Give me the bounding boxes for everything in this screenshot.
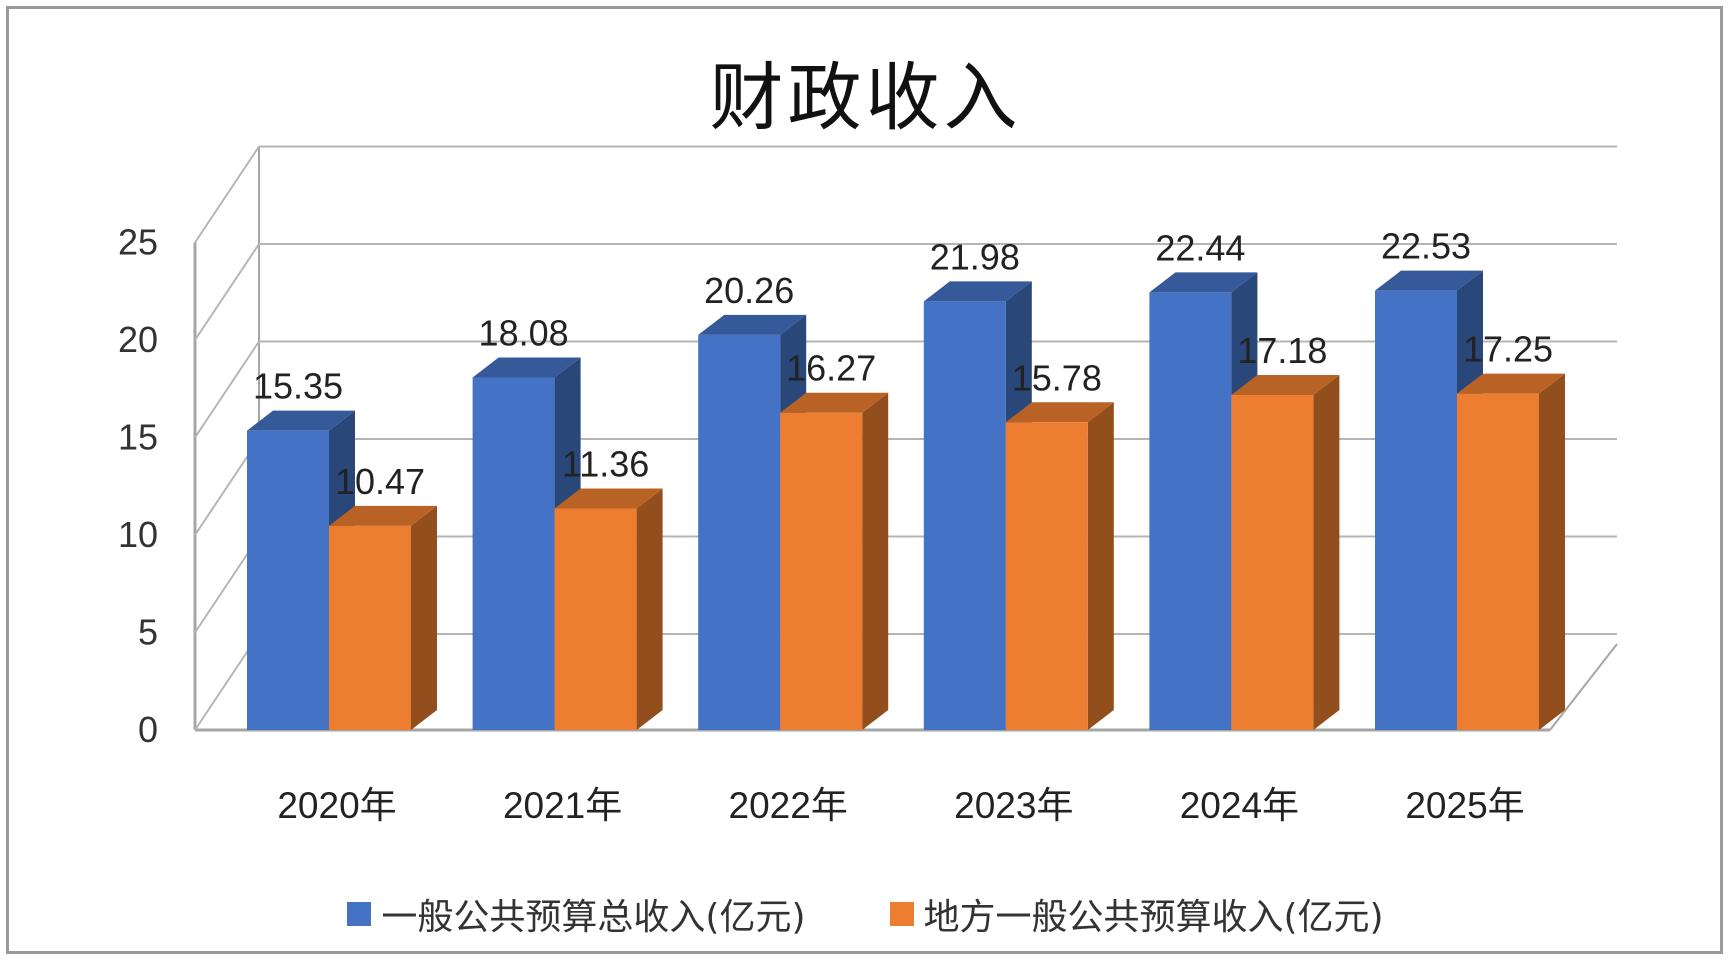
data-label: 21.98 [930,236,1020,277]
bar-top-face [1005,402,1114,423]
y-tick-label: 25 [118,222,158,263]
gridline-diagonal [194,340,260,439]
legend-label-series-1: 一般公共预算总收入(亿元) [381,897,806,938]
bar-side-face [411,505,437,730]
x-category-label: 2023年 [954,785,1073,826]
bar-front-face [472,377,555,730]
bar-front-face [923,301,1006,730]
bar-front-face [329,525,411,730]
bar-top-face [1231,374,1340,395]
bars [247,270,1565,730]
x-category-label: 2024年 [1180,785,1299,826]
bar-front-face [1375,290,1457,730]
bar-side-face [1087,402,1114,730]
bar-top-face [1457,373,1565,394]
bar-front-face [1231,394,1314,730]
bar-top-face [472,357,581,378]
chart-title: 财政收入 [709,55,1022,141]
bar-side-face [862,392,889,730]
bar-top-face [1149,272,1258,293]
x-category-label: 2022年 [729,785,848,826]
x-category-label: 2021年 [503,785,622,826]
data-label: 15.78 [1012,357,1102,398]
bar-side-face [1539,373,1565,730]
bar-side-face [636,488,663,730]
bar-top-face [247,410,355,431]
bar-top-face [698,314,807,335]
data-label: 20.26 [704,270,794,311]
data-label: 18.08 [479,312,569,353]
data-labels: 15.35 10.47 18.08 11.36 20.26 16.27 21.98 15.78… [253,226,1553,502]
x-axis-category-labels: 2020年 2021年 2022年 2023年 2024年 2025年 [277,785,1524,826]
data-label: 11.36 [562,443,649,484]
legend-item-series-2: 地方一般公共预算收入(亿元) [889,888,1384,940]
data-label: 17.25 [1463,329,1553,370]
y-tick-label: 10 [118,514,158,555]
y-tick-label: 5 [138,612,158,653]
bar-2 [1231,374,1340,730]
bar-front-face [1005,422,1088,730]
legend-item-series-1: 一般公共预算总收入(亿元) [347,888,806,940]
bar-2 [1457,373,1565,730]
bar-top-face [1375,270,1483,291]
y-tick-label: 20 [118,319,158,360]
data-label: 22.44 [1155,227,1245,268]
bar-2 [1005,402,1114,730]
bar-front-face [554,508,637,730]
bar-side-face [1313,374,1340,730]
bar-top-face [554,488,663,509]
x-category-label: 2025年 [1405,785,1524,826]
bar-2 [554,488,663,730]
bar-front-face [247,430,329,730]
data-label: 22.53 [1381,226,1471,267]
bar-top-face [329,505,437,526]
bar-front-face [698,334,781,730]
data-label: 16.27 [786,348,876,389]
data-label: 10.47 [335,461,425,502]
gridline-diagonal [194,243,260,341]
bar-front-face [1457,393,1539,730]
legend: 一般公共预算总收入(亿元) 地方一般公共预算收入(亿元) [0,888,1731,940]
bar-front-face [1149,292,1232,730]
data-label: 17.18 [1237,330,1327,371]
x-category-label: 2020年 [277,785,396,826]
floor-right-edge [1549,643,1618,731]
y-tick-label: 15 [118,417,158,458]
bar-front-face [780,412,863,730]
data-label: 15.35 [253,366,343,407]
bar-2 [329,505,437,730]
bar-2 [780,392,889,730]
legend-swatch-series-1 [347,902,372,926]
bar-top-face [780,392,889,413]
bar-top-face [923,281,1032,302]
legend-label-series-2: 地方一般公共预算收入(亿元) [923,897,1384,938]
legend-swatch-series-2 [889,902,914,926]
y-axis-tick-labels: 0 5 10 15 20 25 [118,222,158,751]
gridline-diagonal [194,145,260,244]
y-tick-label: 0 [138,709,158,750]
